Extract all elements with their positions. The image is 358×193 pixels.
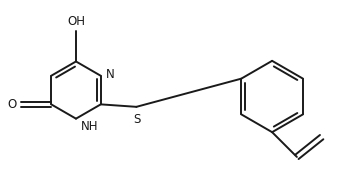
Text: O: O: [7, 98, 16, 111]
Text: OH: OH: [67, 15, 85, 28]
Text: N: N: [106, 68, 115, 81]
Text: NH: NH: [81, 120, 98, 133]
Text: S: S: [133, 113, 141, 126]
